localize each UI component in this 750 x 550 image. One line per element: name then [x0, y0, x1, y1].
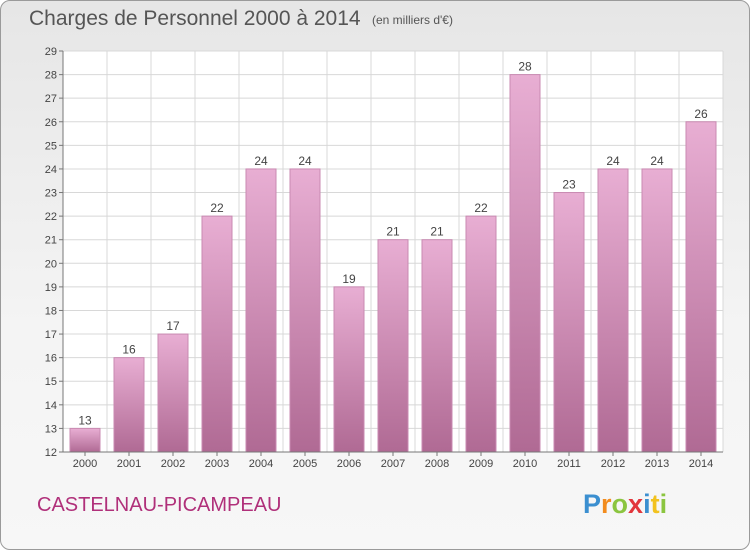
bar-value-label: 16 [122, 343, 136, 357]
bar [245, 168, 277, 453]
bar-value-label: 22 [474, 201, 488, 215]
x-tick-label: 2007 [381, 458, 405, 470]
x-tick-label: 2011 [557, 458, 581, 470]
bar-value-label: 24 [606, 154, 620, 168]
x-tick-label: 2012 [601, 458, 625, 470]
bar [201, 215, 233, 453]
bar [157, 333, 189, 453]
y-tick-label: 28 [45, 70, 57, 82]
y-tick-label: 14 [45, 400, 57, 412]
bar-value-label: 24 [650, 154, 664, 168]
x-tick-label: 2013 [645, 458, 669, 470]
x-tick-label: 2006 [337, 458, 361, 470]
y-tick-label: 16 [45, 353, 57, 365]
x-tick-label: 2003 [205, 458, 229, 470]
y-tick-label: 12 [45, 447, 57, 459]
x-tick-label: 2005 [293, 458, 317, 470]
x-tick-label: 2008 [425, 458, 449, 470]
y-tick-label: 25 [45, 140, 57, 152]
tick-labels: 12 13 14 15 16 17 18 19 20 21 22 23 24 25 26 27 28 29 13 20… [45, 46, 713, 470]
bar-value-label: 22 [210, 201, 224, 215]
y-tick-label: 20 [45, 258, 57, 270]
y-tick-label: 15 [45, 376, 57, 388]
bar-value-label: 17 [166, 319, 180, 333]
proxiti-logo: Proxiti [583, 489, 667, 520]
bar [69, 427, 101, 453]
y-tick-label: 19 [45, 282, 57, 294]
logo-letter: P [583, 489, 602, 519]
logo-letter: o [611, 489, 629, 519]
y-tick-label: 18 [45, 305, 57, 317]
bar-value-label: 24 [254, 154, 268, 168]
bar-value-label: 24 [298, 154, 312, 168]
x-tick-label: 2014 [689, 458, 713, 470]
bar [289, 168, 321, 453]
bar-value-label: 28 [518, 60, 532, 74]
bar [377, 239, 409, 453]
bar-value-label: 26 [694, 107, 708, 121]
x-tick-label: 2010 [513, 458, 537, 470]
y-tick-label: 26 [45, 117, 57, 129]
logo-letter: i [659, 489, 668, 519]
logo-letter: t [650, 489, 660, 519]
y-tick-label: 29 [45, 46, 57, 58]
bar-value-label: 23 [562, 178, 576, 192]
bars [69, 74, 717, 453]
chart-title: Charges de Personnel 2000 à 2014 [29, 7, 361, 30]
y-tick-label: 13 [45, 423, 57, 435]
x-tick-label: 2001 [117, 458, 141, 470]
y-tick-label: 22 [45, 211, 57, 223]
y-tick-label: 24 [45, 164, 57, 176]
y-tick-label: 17 [45, 329, 57, 341]
y-tick-label: 23 [45, 188, 57, 200]
logo-letter: x [628, 489, 644, 519]
y-tick-label: 21 [45, 235, 57, 247]
x-tick-label: 2009 [469, 458, 493, 470]
logo-letter: i [643, 489, 651, 519]
commune-name: CASTELNAU-PICAMPEAU [37, 494, 282, 516]
axes [59, 50, 723, 456]
bar [641, 168, 673, 453]
x-tick-label: 2004 [249, 458, 273, 470]
bar [597, 168, 629, 453]
logo-letter: r [601, 489, 612, 519]
bar [509, 74, 541, 453]
x-tick-label: 2000 [73, 458, 97, 470]
bar [553, 192, 585, 453]
bar [465, 215, 497, 453]
bar-value-label: 13 [78, 413, 92, 427]
bar [333, 286, 365, 453]
x-tick-label: 2002 [161, 458, 185, 470]
bar-value-label: 21 [430, 225, 444, 239]
bar-value-label: 21 [386, 225, 400, 239]
bar [421, 239, 453, 453]
chart-subtitle: (en milliers d'€) [372, 13, 453, 27]
bar-value-label: 19 [342, 272, 356, 286]
y-tick-label: 27 [45, 93, 57, 105]
bar [685, 121, 717, 453]
bar [113, 357, 145, 453]
